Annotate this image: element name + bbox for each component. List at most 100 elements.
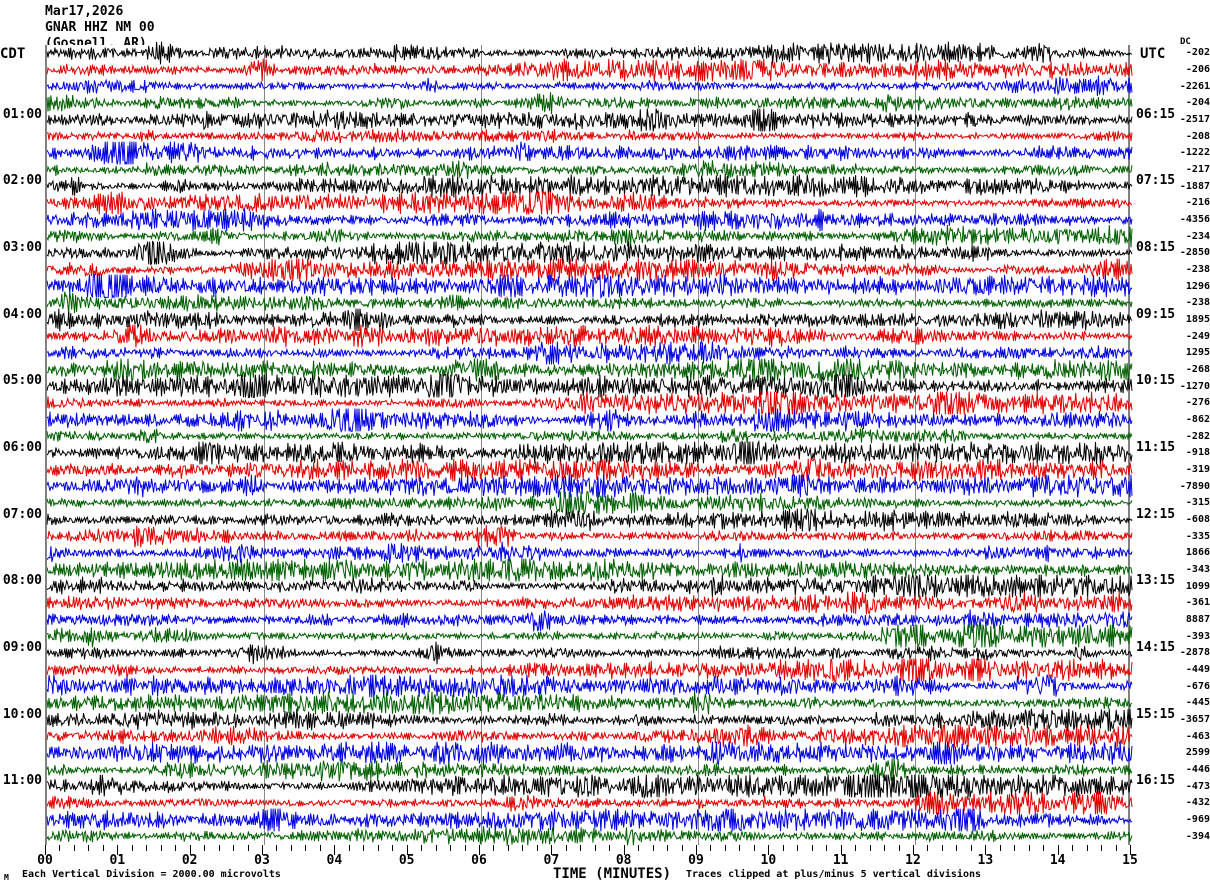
seismic-trace	[46, 274, 1133, 300]
dc-value: -282	[1185, 430, 1210, 442]
x-minor-tick	[999, 845, 1001, 851]
dc-value: -361	[1185, 597, 1210, 609]
x-minor-tick	[1014, 845, 1016, 851]
dc-value: -2261	[1179, 80, 1210, 92]
x-minor-tick	[305, 845, 307, 851]
x-tick-label: 10	[760, 853, 777, 868]
x-major-tick	[334, 845, 336, 855]
dc-value: -918	[1185, 447, 1210, 459]
x-minor-tick	[204, 845, 206, 851]
x-minor-tick	[710, 845, 712, 851]
x-minor-tick	[131, 845, 133, 851]
dc-value: -4356	[1179, 214, 1210, 225]
right-hour-label: 14:15	[1136, 640, 1176, 655]
x-minor-tick	[218, 845, 220, 851]
x-tick-label: 02	[181, 853, 198, 868]
x-minor-tick	[450, 845, 452, 851]
seismic-trace	[46, 708, 1133, 732]
seismogram-plot-area[interactable]	[45, 41, 1133, 847]
dc-value: -393	[1185, 630, 1210, 642]
seismic-trace	[46, 141, 1133, 165]
x-major-tick	[406, 845, 408, 855]
x-minor-tick	[88, 845, 90, 851]
x-minor-tick	[392, 845, 394, 851]
dc-value: -234	[1185, 230, 1210, 242]
x-major-tick	[45, 845, 46, 855]
right-timezone-label: UTC	[1140, 46, 1166, 62]
right-hour-label: 15:15	[1136, 706, 1176, 722]
x-minor-tick	[609, 845, 611, 851]
header-date: Mar17,2026	[45, 4, 124, 19]
x-minor-tick	[941, 845, 943, 851]
x-tick-label: 01	[109, 853, 126, 868]
seismic-trace	[46, 456, 1133, 482]
x-minor-tick	[175, 845, 177, 851]
dc-value: -238	[1185, 297, 1210, 309]
left-hour-label: 03:00	[2, 240, 42, 255]
trace-line	[46, 92, 1133, 115]
trace-line	[46, 558, 1133, 582]
dc-value: -1887	[1179, 180, 1210, 192]
x-minor-tick	[681, 845, 683, 851]
seismic-trace	[46, 75, 1133, 97]
seismic-trace	[46, 574, 1133, 598]
x-minor-tick	[753, 845, 755, 851]
x-tick-label: 07	[543, 853, 560, 868]
right-hour-label: 07:15	[1136, 173, 1176, 189]
dc-value: -204	[1185, 97, 1210, 109]
dc-value: 8887	[1185, 614, 1210, 625]
seismic-trace	[46, 508, 1133, 532]
x-minor-tick	[724, 845, 726, 851]
x-minor-tick	[1072, 845, 1074, 851]
seismic-trace	[46, 191, 1133, 215]
x-minor-tick	[160, 845, 162, 851]
x-major-tick	[1057, 845, 1059, 855]
dc-value: -394	[1185, 830, 1210, 842]
seismic-trace	[46, 324, 1133, 348]
trace-line	[46, 159, 1133, 179]
x-major-tick	[623, 845, 625, 855]
x-minor-tick	[1101, 845, 1103, 851]
dc-value: -343	[1185, 564, 1210, 575]
trace-line	[46, 58, 1133, 82]
x-minor-tick	[565, 845, 567, 851]
dc-value: -445	[1185, 697, 1210, 709]
x-minor-tick	[667, 845, 669, 851]
x-minor-tick	[290, 845, 292, 851]
x-minor-tick	[377, 845, 379, 851]
x-minor-tick	[869, 845, 871, 851]
left-hour-label: 08:00	[2, 573, 42, 589]
trace-line	[46, 609, 1133, 632]
seismic-trace	[46, 774, 1133, 800]
x-major-tick	[913, 845, 914, 855]
x-minor-tick	[594, 845, 596, 851]
x-minor-tick	[855, 845, 857, 851]
x-minor-tick	[233, 845, 235, 851]
x-minor-tick	[898, 845, 900, 851]
dc-value: -2850	[1179, 247, 1210, 259]
dc-value: -862	[1185, 414, 1210, 425]
dc-value: 2599	[1185, 747, 1210, 759]
trace-line	[46, 708, 1133, 732]
dc-value: -315	[1185, 497, 1210, 509]
trace-line	[46, 658, 1133, 682]
x-minor-tick	[536, 845, 538, 851]
seismic-trace	[46, 391, 1133, 415]
dc-value: -676	[1185, 680, 1210, 692]
trace-line	[46, 308, 1133, 332]
seismic-trace	[46, 758, 1133, 782]
x-major-tick	[551, 845, 553, 855]
trace-line	[46, 391, 1133, 415]
trace-line	[46, 439, 1133, 465]
x-minor-tick	[247, 845, 249, 851]
dc-value: -1222	[1179, 147, 1210, 159]
trace-line	[46, 758, 1133, 782]
x-minor-tick	[638, 845, 640, 851]
seismic-trace	[46, 791, 1133, 815]
trace-line	[46, 358, 1133, 383]
trace-line	[46, 341, 1133, 365]
x-minor-tick	[970, 845, 972, 851]
seismic-trace	[46, 439, 1133, 465]
trace-line	[46, 674, 1133, 698]
